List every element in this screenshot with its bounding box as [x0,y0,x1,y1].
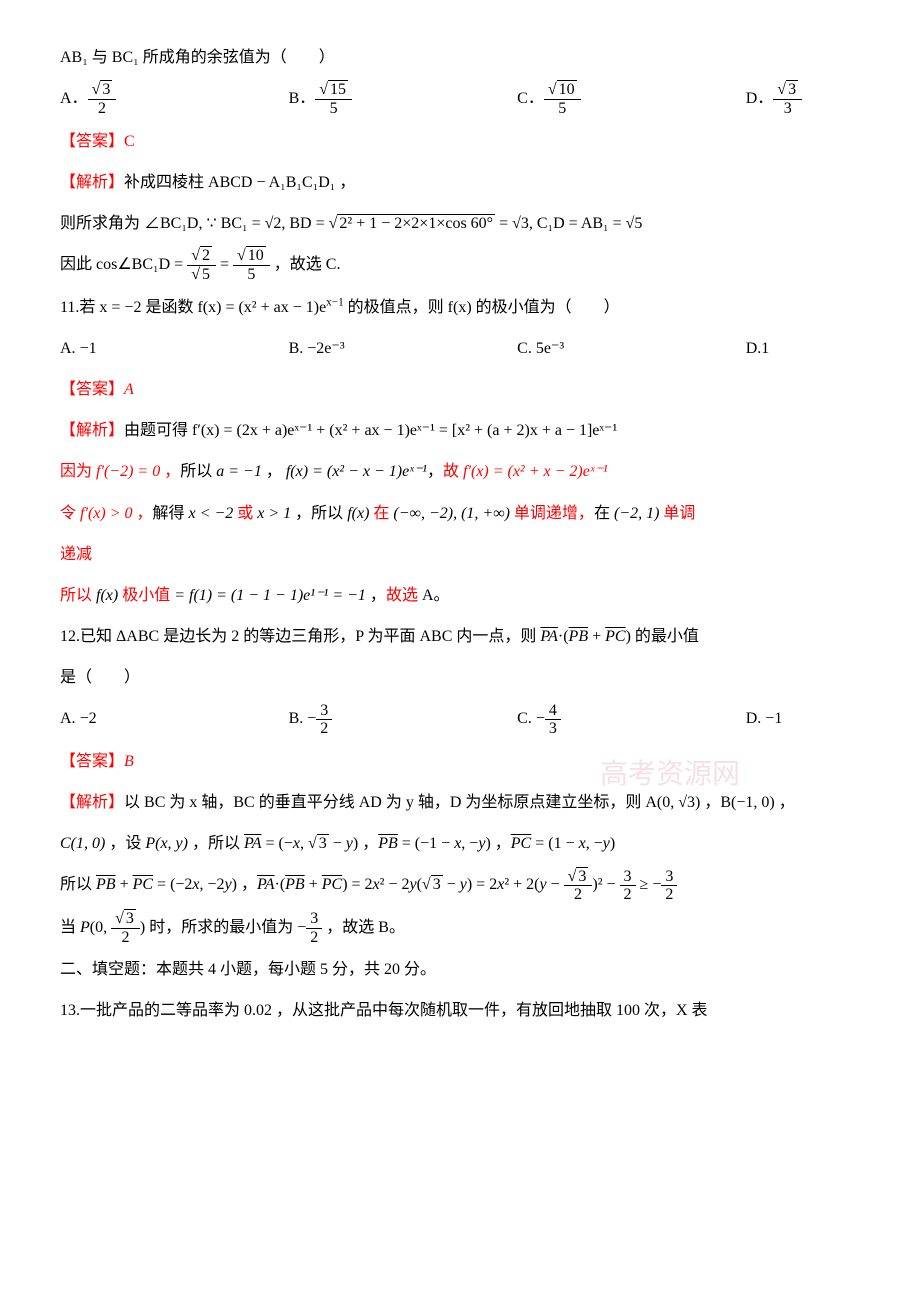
q10-option-b: B．155 [289,81,518,117]
q11-options: A. −1 B. −2e⁻³ C. 5e⁻³ D.1 [60,331,860,366]
text: 以 BC 为 x 轴，BC 的垂直平分线 AD 为 y 轴，D 为坐标原点建立坐… [124,794,795,811]
q11-jiexi-1: 【解析】由题可得 f′(x) = (2x + a)eˣ⁻¹ + (x² + ax… [60,413,860,448]
text: 11.若 x = −2 是函数 f(x) = (x² + ax − 1)e [60,299,326,316]
opt-text: −1 [765,710,782,727]
q10-answer: 【答案】C [60,124,860,159]
q11-option-c: C. 5e⁻³ [517,331,746,366]
q12-options: A. −2 B. −32 C. −43 D. −1 [60,701,860,737]
answer-label: 【答案】 [60,381,124,398]
opt-text: −2 [80,710,97,727]
answer-label: 【答案】 [60,753,124,770]
q10-option-c: C．105 [517,81,746,117]
q12-answer: 【答案】B [60,744,860,779]
q11-jiexi-3: 令 f′(x) > 0 ，解得 x < −2 或 x > 1 ，所以 f(x) … [60,496,860,531]
q11-option-a: A. −1 [60,331,289,366]
opt-text: 1 [761,340,769,357]
section-2-header: 二、填空题：本题共 4 小题，每小题 5 分，共 20 分。 [60,952,860,987]
text: 则所求角为 ∠BC₁D, ∵ BC₁ = √2, BD = [60,215,329,232]
text: 13.一批产品的二等品率为 0.02 ，从这批产品中每次随机取一件，有放回地抽取… [60,1002,708,1019]
q12-jiexi-2: C(1, 0) ，设 P(x, y) ，所以 PA = (−x, 3 − y) … [60,826,860,861]
q10-options: A．32 B．155 C．105 D．33 [60,81,860,117]
text: 的最小值 [631,628,699,645]
text: 由题可得 f′(x) = (2x + a)eˣ⁻¹ + (x² + ax − 1… [124,422,617,439]
opt-text: −1 [80,340,97,357]
text: 递减 [60,546,92,563]
q11-jiexi-4: 递减 [60,537,860,572]
q11-jiexi-2: 因为 f′(−2) = 0 ，所以 a = −1 ， f(x) = (x² − … [60,454,860,489]
opt-text: 5e⁻³ [536,340,564,357]
q10-jiexi-1: 【解析】补成四棱柱 ABCD − A₁B₁C₁D₁ ， [60,165,860,200]
q11-jiexi-5: 所以 f(x) 极小值 = f(1) = (1 − 1 − 1)e¹⁻¹ = −… [60,578,860,613]
q10-jiexi-2: 则所求角为 ∠BC₁D, ∵ BC₁ = √2, BD = 2² + 1 − 2… [60,206,860,241]
q10-option-d: D．33 [746,81,860,117]
answer-label: 【答案】 [60,133,124,150]
q12-stem-2: 是（ ） [60,660,860,695]
q12-jiexi-3: 所以 PB + PC = (−2x, −2y) ，PA·(PB + PC) = … [60,867,860,903]
jiexi-label: 【解析】 [60,422,124,439]
q12-option-b: B. −32 [289,701,518,737]
opt-text: −2e⁻³ [307,340,344,357]
q10-option-a: A．32 [60,81,289,117]
q11-option-d: D.1 [746,331,860,366]
q12-option-a: A. −2 [60,701,289,737]
answer-value: A [124,381,134,398]
jiexi-label: 【解析】 [60,794,124,811]
answer-value: B [124,753,134,770]
text: 12.已知 ΔABC 是边长为 2 的等边三角形，P 为平面 ABC 内一点，则 [60,628,540,645]
jiexi-text: 补成四棱柱 ABCD − A₁B₁C₁D₁ ， [124,174,355,191]
q12-jiexi-4: 当 P(0, 32) 时，所求的最小值为 −32 ，故选 B。 [60,910,860,946]
sup: x−1 [326,296,344,308]
text: 的极值点，则 f(x) 的极小值为（ ） [344,299,620,316]
q12-option-c: C. −43 [517,701,746,737]
sqrt-content: 2² + 1 − 2×2×1×cos 60° [337,214,495,232]
text: 是（ ） [60,669,140,686]
text: = √3, C₁D = AB₁ = √5 [495,215,642,232]
q10-stem-text: AB₁ 与 BC₁ 所成角的余弦值为（ ） [60,49,335,66]
q11-option-b: B. −2e⁻³ [289,331,518,366]
q13-stem: 13.一批产品的二等品率为 0.02 ，从这批产品中每次随机取一件，有放回地抽取… [60,993,860,1028]
text: 因此 cos∠BC₁D = [60,256,187,273]
q12-jiexi-1: 【解析】以 BC 为 x 轴，BC 的垂直平分线 AD 为 y 轴，D 为坐标原… [60,785,860,820]
q12-stem: 12.已知 ΔABC 是边长为 2 的等边三角形，P 为平面 ABC 内一点，则… [60,619,860,654]
q10-jiexi-3: 因此 cos∠BC₁D = 25 = 105 ，故选 C. [60,247,860,283]
q11-stem: 11.若 x = −2 是函数 f(x) = (x² + ax − 1)ex−1… [60,290,860,325]
q10-stem: AB₁ 与 BC₁ 所成角的余弦值为（ ） [60,40,860,75]
q11-answer: 【答案】A [60,372,860,407]
jiexi-label: 【解析】 [60,174,124,191]
q12-option-d: D. −1 [746,701,860,737]
answer-value: C [124,133,135,150]
text: ，故选 C. [270,256,341,273]
text: 二、填空题：本题共 4 小题，每小题 5 分，共 20 分。 [60,961,436,978]
